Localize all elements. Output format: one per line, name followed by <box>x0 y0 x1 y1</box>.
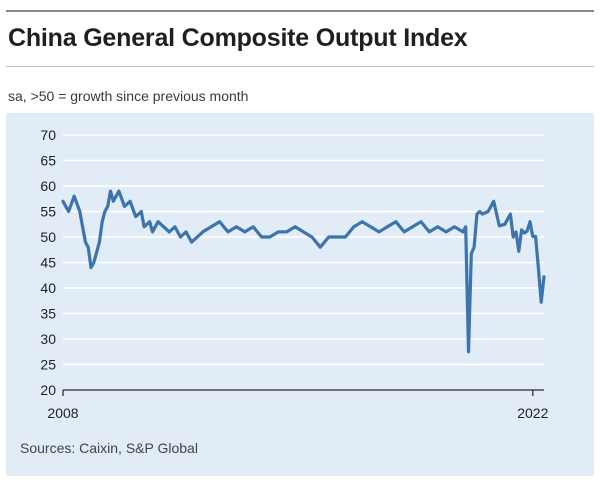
source-note: Sources: Caixin, S&P Global <box>20 440 198 456</box>
y-tick-label: 35 <box>40 306 56 322</box>
x-tick-label: 2022 <box>517 405 548 421</box>
title-rule <box>6 66 594 67</box>
series-line <box>61 189 546 354</box>
top-rule <box>6 10 594 12</box>
chart-title: China General Composite Output Index <box>8 24 468 52</box>
y-tick-label: 60 <box>40 178 56 194</box>
line-chart: 70 65 60 55 50 45 40 35 30 25 20 2008 2022 <box>40 127 548 421</box>
x-tick-label: 2008 <box>47 405 78 421</box>
y-tick-label: 25 <box>40 357 56 373</box>
y-tick-label: 40 <box>40 280 56 296</box>
y-tick-label: 20 <box>40 382 56 398</box>
chart-panel: 70 65 60 55 50 45 40 35 30 25 20 2008 2022 <box>6 113 594 476</box>
y-tick-label: 65 <box>40 153 56 169</box>
y-tick-label: 45 <box>40 255 56 271</box>
y-tick-label: 55 <box>40 204 56 220</box>
chart-subtitle: sa, >50 = growth since previous month <box>8 88 249 104</box>
y-tick-label: 70 <box>40 127 56 143</box>
y-tick-label: 50 <box>40 229 56 245</box>
y-tick-label: 30 <box>40 331 56 347</box>
